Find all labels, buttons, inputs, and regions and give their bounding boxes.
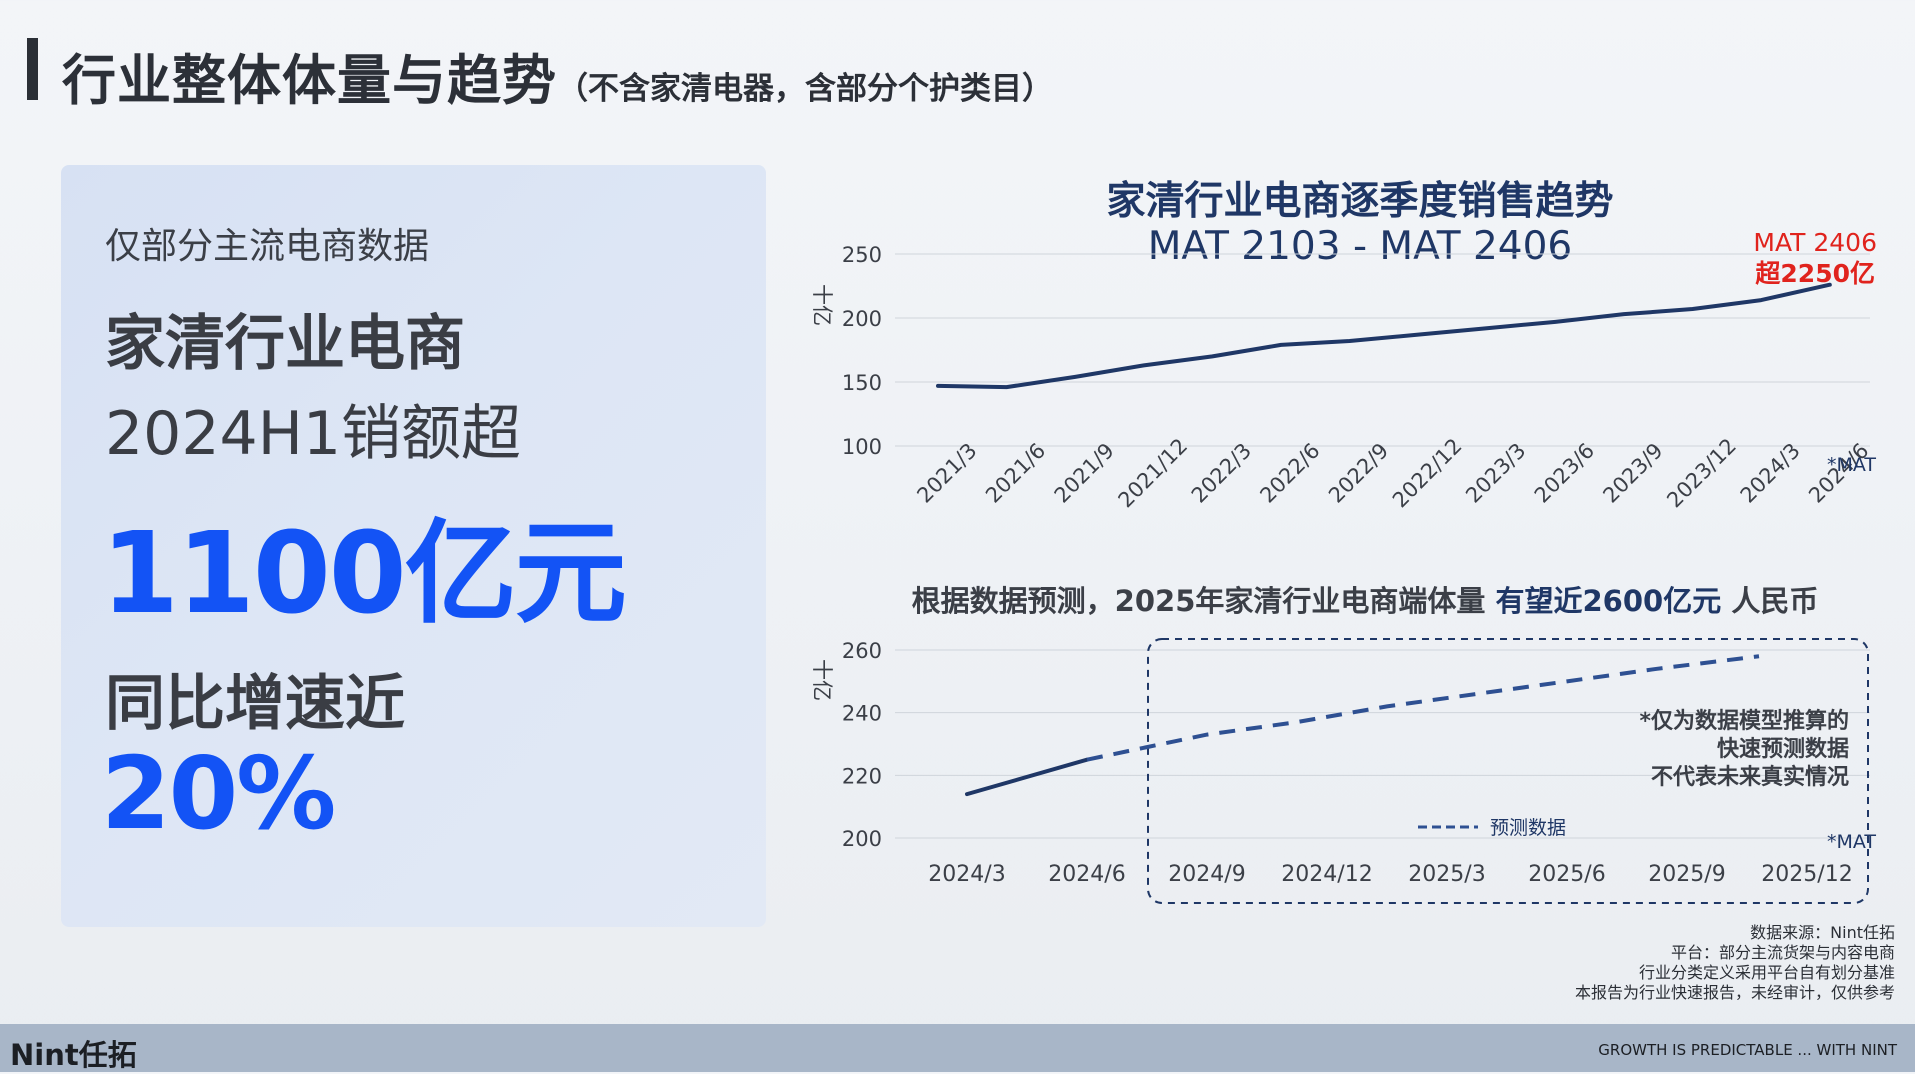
model-note: *仅为数据模型推算的 快速预测数据 不代表未来真实情况	[1639, 708, 1849, 792]
source-line1: 数据来源：Nint任拓	[1750, 923, 1895, 942]
y-tick-label: 260	[842, 639, 882, 663]
y-axis-label: 十亿	[810, 659, 834, 701]
actual-line	[965, 757, 1089, 797]
chart1-subtitle: MAT 2103 - MAT 2406	[1147, 224, 1573, 269]
page-title-main: 行业整体体量与趋势	[62, 49, 557, 112]
source-line4: 本报告为行业快速报告，未经审计，仅供参考	[1574, 983, 1895, 1002]
sales-line	[936, 282, 1832, 390]
mat-corner-note: *MAT	[1827, 831, 1876, 853]
model-note-line2: 快速预测数据	[1716, 737, 1849, 762]
x-tick-label: 2025/3	[1408, 862, 1485, 887]
model-note-line3: 不代表未来真实情况	[1650, 765, 1849, 790]
prediction-value: 2600亿元	[1582, 584, 1722, 618]
data-point	[1417, 334, 1419, 336]
x-tick-label: 2024/3	[928, 862, 1005, 887]
x-tick-label: 2025/9	[1648, 862, 1725, 887]
growth-value: 20%	[101, 735, 336, 852]
forecast-window-box	[1147, 638, 1869, 904]
y-axis-label: 十亿	[810, 284, 834, 326]
forecast-line	[1086, 654, 1760, 762]
legend-label: 预测数据	[1490, 817, 1566, 839]
data-point	[1006, 386, 1008, 388]
y-tick-label: 100	[842, 435, 882, 459]
source-line2: 平台：部分主流货架与内容电商	[1670, 943, 1895, 962]
footer-slogan: GROWTH IS PREDICTABLE ... WITH NINT	[1598, 1041, 1897, 1059]
chart1-title: 家清行业电商逐季度销售趋势	[1106, 179, 1614, 224]
card-line-1: 家清行业电商	[105, 309, 465, 379]
page-title: 行业整体体量与趋势（不含家清电器，含部分个护类目）	[62, 36, 1053, 115]
x-tick-label: 2024/9	[1168, 862, 1245, 887]
data-point	[1829, 284, 1831, 286]
mat-annotation-line1: MAT 2406	[1753, 228, 1877, 257]
data-point	[1074, 376, 1076, 378]
data-point	[1211, 355, 1213, 357]
card-line-3: 同比增速近	[105, 669, 405, 739]
data-point	[1349, 340, 1351, 342]
data-point	[1623, 313, 1625, 315]
x-tick-label: 2025/6	[1528, 862, 1605, 887]
data-point	[1692, 308, 1694, 310]
data-point	[937, 385, 939, 387]
footer-bar: Nint任拓 GROWTH IS PREDICTABLE ... WITH NI…	[0, 1024, 1915, 1072]
summary-card: 仅部分主流电商数据 家清行业电商 2024H1销额超 1100亿元 同比增速近 …	[61, 165, 766, 927]
data-source: 数据来源：Nint任拓 平台：部分主流货架与内容电商 行业分类定义采用平台自有划…	[1575, 923, 1895, 1003]
y-tick-label: 200	[842, 827, 882, 851]
sales-value: 1100亿元	[101, 509, 627, 639]
mat-annotation: MAT 2406 超2250亿	[1753, 227, 1877, 289]
card-note: 仅部分主流电商数据	[105, 226, 430, 267]
title-accent-bar	[27, 38, 38, 100]
prediction-suffix: 人民币	[1721, 584, 1819, 618]
nint-logo: Nint任拓	[10, 1038, 137, 1072]
x-tick-label: 2024/12	[1281, 862, 1372, 887]
source-line3: 行业分类定义采用平台自有划分基准	[1638, 963, 1895, 982]
page-title-sub: （不含家清电器，含部分个护类目）	[557, 71, 1053, 107]
data-point	[1280, 344, 1282, 346]
model-note-line1: *仅为数据模型推算的	[1639, 709, 1849, 734]
data-point	[1554, 321, 1556, 323]
x-tick-label: 2024/6	[1048, 862, 1125, 887]
prediction-statement: 根据数据预测，2025年家清行业电商端体量 有望近2600亿元 人民币	[880, 578, 1850, 620]
prediction-highlight: 有望近	[1495, 584, 1583, 618]
data-point	[1486, 327, 1488, 329]
y-tick-label: 240	[842, 702, 882, 726]
x-tick-label: 2025/12	[1761, 862, 1852, 887]
mat-annotation-line2: 超2250亿	[1755, 259, 1875, 288]
card-line-2: 2024H1销额超	[105, 399, 521, 469]
y-tick-label: 220	[842, 764, 882, 788]
y-tick-label: 150	[842, 371, 882, 395]
y-tick-label: 250	[842, 243, 882, 267]
y-tick-label: 200	[842, 307, 882, 331]
data-point	[1143, 364, 1145, 366]
data-point	[1760, 299, 1762, 301]
prediction-prefix: 根据数据预测，2025年家清行业电商端体量	[911, 584, 1496, 618]
mat-corner-note: *MAT	[1827, 454, 1876, 476]
